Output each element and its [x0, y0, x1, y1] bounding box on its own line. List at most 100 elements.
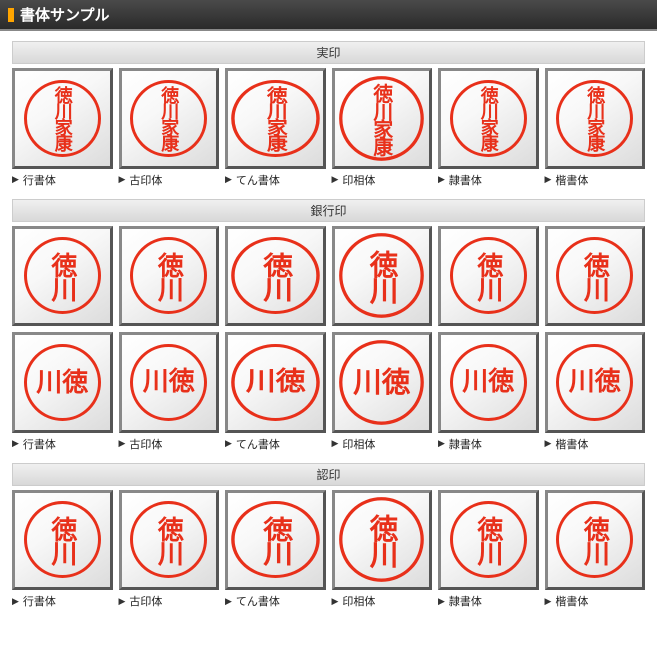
stamp-circle: 徳川: [339, 497, 424, 582]
arrow-icon: ▶: [225, 438, 232, 449]
arrow-icon: ▶: [332, 596, 339, 607]
stamp-text: 徳川: [155, 252, 182, 300]
arrow-icon: ▶: [545, 596, 552, 607]
stamp-box: 川徳: [438, 332, 539, 433]
stamp-cell: 徳川家康▶てん書体: [225, 68, 326, 193]
stamp-box: 徳川: [119, 226, 220, 327]
stamp-text: 徳川家康: [371, 83, 392, 153]
stamp-text: 徳川: [49, 516, 76, 564]
font-label-text: 行書体: [23, 436, 56, 452]
stamp-text: 川徳: [462, 369, 514, 395]
stamp-box: 川徳: [332, 332, 433, 433]
arrow-icon: ▶: [545, 174, 552, 185]
stamp-circle: 川徳: [130, 344, 207, 421]
page-header: 書体サンプル: [0, 0, 657, 31]
stamp-text: 川徳: [569, 369, 621, 395]
stamp-circle: 徳川家康: [130, 80, 207, 157]
stamp-box: 徳川: [438, 226, 539, 327]
stamp-box: 徳川: [225, 490, 326, 591]
stamp-circle: 徳川: [556, 501, 633, 578]
font-label: ▶楷書体: [545, 590, 646, 614]
arrow-icon: ▶: [545, 438, 552, 449]
arrow-icon: ▶: [119, 596, 126, 607]
stamp-cell: 徳川家康 ▶楷書体: [545, 68, 646, 193]
content-area: 実印徳川家康▶行書体徳川家康▶古印体徳川家康▶てん書体徳川家康▶印相体徳川家康▶…: [0, 31, 657, 630]
font-label: ▶行書体: [12, 590, 113, 614]
stamp-text: 徳川家康: [53, 86, 72, 150]
font-label: ▶印相体: [332, 433, 433, 457]
stamp-box: 徳川家康: [12, 68, 113, 169]
font-label: ▶てん書体: [225, 433, 326, 457]
stamp-box: 徳川: [12, 490, 113, 591]
stamp-text: 徳川: [49, 252, 76, 300]
font-label-text: 隷書体: [449, 172, 482, 188]
stamp-cell: 徳川: [119, 226, 220, 327]
stamp-text: 徳川: [475, 516, 502, 564]
stamp-text: 徳川: [581, 516, 608, 564]
font-label: ▶印相体: [332, 590, 433, 614]
stamp-box: 徳川家康: [438, 68, 539, 169]
stamp-text: 徳川: [367, 513, 397, 566]
stamp-cell: 徳川: [545, 226, 646, 327]
font-label-text: 楷書体: [555, 436, 588, 452]
arrow-icon: ▶: [438, 596, 445, 607]
stamp-circle: 川徳: [231, 344, 320, 421]
stamp-cell: 川徳 ▶印相体: [332, 332, 433, 457]
font-label: ▶ 隷書体: [438, 590, 539, 614]
stamp-text: 徳川: [260, 252, 291, 300]
arrow-icon: ▶: [12, 174, 19, 185]
stamp-circle: 徳川家康: [339, 76, 424, 161]
stamp-cell: 徳川 ▶印相体: [332, 490, 433, 615]
font-label: ▶隷書体: [438, 433, 539, 457]
stamp-text: 徳川: [367, 249, 397, 302]
stamp-circle: 徳川: [130, 501, 207, 578]
stamp-text: 徳川: [475, 252, 502, 300]
stamp-cell: 川徳▶行書体: [12, 332, 113, 457]
stamp-text: 徳川: [260, 516, 291, 564]
arrow-icon: ▶: [119, 438, 126, 449]
stamp-grid: 徳川▶行書体徳川▶古印体徳川▶てん書体徳川▶印相体徳川▶隷書体徳川▶楷書体: [12, 490, 645, 615]
stamp-text: 川徳: [245, 369, 305, 395]
font-label: ▶楷書体: [545, 169, 646, 193]
stamp-grid: 徳川家康▶行書体徳川家康▶古印体徳川家康▶てん書体徳川家康▶印相体徳川家康▶隷書…: [12, 68, 645, 193]
stamp-circle: 徳川家康: [24, 80, 101, 157]
stamp-cell: 川徳 ▶隷書体: [438, 332, 539, 457]
stamp-text: 徳川家康: [159, 86, 178, 150]
stamp-circle: 徳川家康: [231, 80, 320, 157]
font-label-text: 印相体: [342, 172, 375, 188]
stamp-cell: 徳川 ▶行書体: [12, 490, 113, 615]
stamp-text: 徳川家康: [585, 86, 604, 150]
stamp-circle: 徳川家康: [450, 80, 527, 157]
stamp-cell: 徳川: [332, 226, 433, 327]
arrow-icon: ▶: [225, 596, 232, 607]
stamp-circle: 徳川: [450, 501, 527, 578]
section-title: 銀行印: [12, 199, 645, 222]
stamp-circle: 徳川: [231, 501, 320, 578]
stamp-circle: 川徳: [339, 340, 424, 425]
page-title: 書体サンプル: [20, 4, 110, 25]
stamp-circle: 徳川: [231, 237, 320, 314]
font-label-text: 印相体: [342, 436, 375, 452]
stamp-box: 川徳: [119, 332, 220, 433]
stamp-cell: 徳川家康▶行書体: [12, 68, 113, 193]
stamp-cell: 徳川家康▶隷書体: [438, 68, 539, 193]
font-label: ▶印相体: [332, 169, 433, 193]
font-label-text: てん書体: [236, 172, 280, 188]
font-label-text: 古印体: [129, 436, 162, 452]
stamp-text: 徳川: [581, 252, 608, 300]
stamp-circle: 川徳: [556, 344, 633, 421]
stamp-text: 川徳: [353, 368, 410, 397]
stamp-box: 徳川: [12, 226, 113, 327]
stamp-circle: 徳川家康: [556, 80, 633, 157]
stamp-text: 川徳: [143, 369, 195, 395]
font-label-text: 隷書体: [449, 593, 482, 609]
stamp-cell: 徳川: [438, 226, 539, 327]
stamp-box: 徳川: [545, 490, 646, 591]
stamp-box: 徳川: [225, 226, 326, 327]
stamp-cell: 徳川: [225, 226, 326, 327]
arrow-icon: ▶: [332, 174, 339, 185]
stamp-cell: 川徳 ▶古印体: [119, 332, 220, 457]
font-label-text: 楷書体: [555, 593, 588, 609]
stamp-cell: 徳川 ▶ 隷書体: [438, 490, 539, 615]
font-label: ▶てん書体: [225, 590, 326, 614]
